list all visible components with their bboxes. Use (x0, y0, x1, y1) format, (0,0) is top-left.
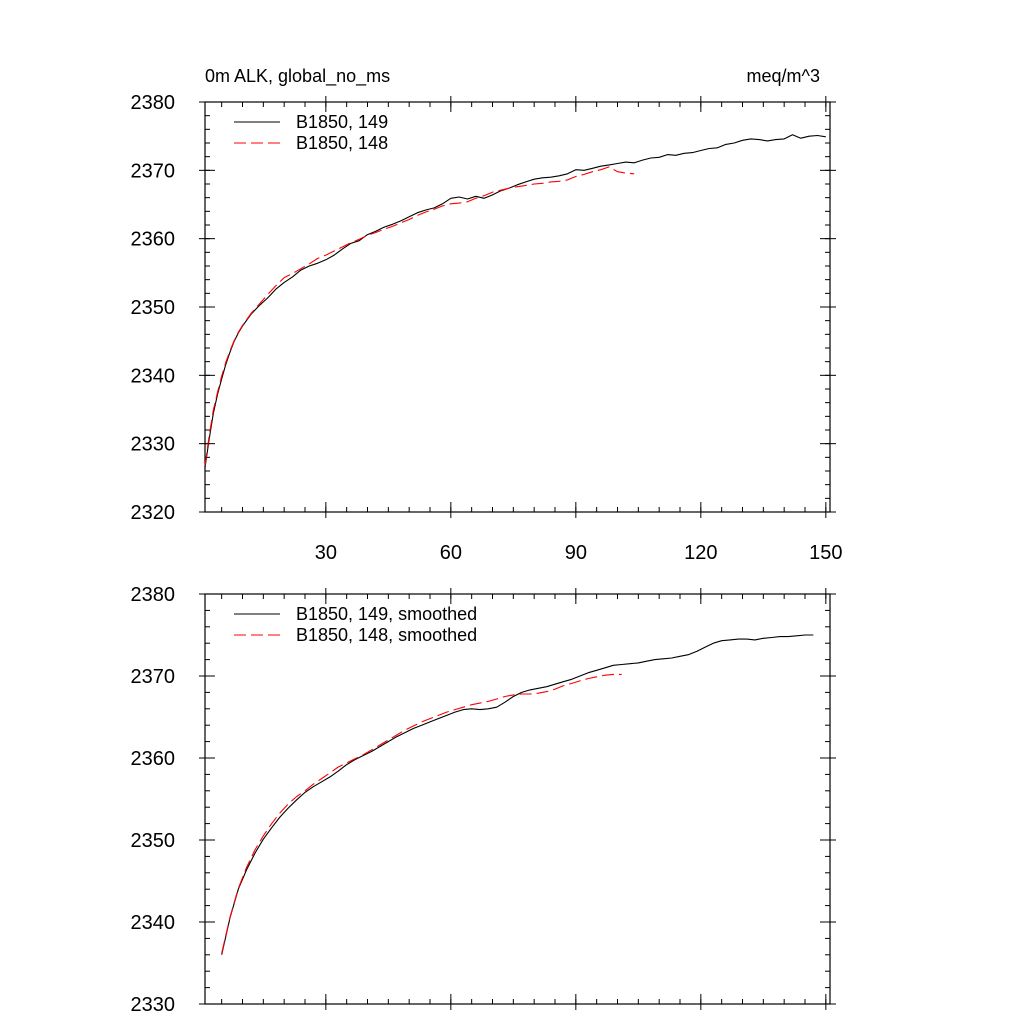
chart-units-label: meq/m^3 (747, 66, 820, 86)
legend-label: B1850, 149, smoothed (296, 604, 477, 624)
y-tick-label: 2380 (131, 584, 176, 606)
y-tick-label: 2330 (131, 994, 176, 1016)
series-149-line (221, 634, 814, 955)
plot-frame (204, 593, 831, 1005)
y-tick-label: 2370 (131, 160, 176, 182)
x-tick-label: 30 (315, 542, 337, 564)
x-tick-label: 120 (684, 542, 717, 564)
y-tick-label: 2340 (131, 365, 176, 387)
top-panel: 2320 2330 2340 2350 2360 2370 2380 30 60 90 120 150… (131, 92, 843, 564)
legend-label: B1850, 148, smoothed (296, 625, 477, 645)
legend-label: B1850, 149 (296, 112, 388, 132)
y-tick-label: 2380 (131, 92, 176, 114)
y-tick-label: 2340 (131, 912, 176, 934)
y-tick-label: 2320 (131, 502, 176, 524)
bottom-panel: 2330 2340 2350 2360 2370 2380 B1850, 149, smoo… (131, 584, 836, 1016)
x-tick-label: 150 (809, 542, 842, 564)
x-tick-label: 90 (565, 542, 587, 564)
y-tick-label: 2360 (131, 748, 176, 770)
y-tick-label: 2360 (131, 229, 176, 251)
y-tick-label: 2350 (131, 830, 176, 852)
plot-frame (204, 101, 831, 513)
series-149-line (204, 134, 826, 468)
y-tick-label: 2350 (131, 297, 176, 319)
y-tick-label: 2370 (131, 666, 176, 688)
legend-label: B1850, 148 (296, 133, 388, 153)
series-148-line (204, 166, 635, 466)
y-tick-label: 2330 (131, 434, 176, 456)
chart-title-left: 0m ALK, global_no_ms (205, 66, 390, 87)
x-tick-label: 60 (440, 542, 462, 564)
series-148-line (221, 673, 622, 954)
